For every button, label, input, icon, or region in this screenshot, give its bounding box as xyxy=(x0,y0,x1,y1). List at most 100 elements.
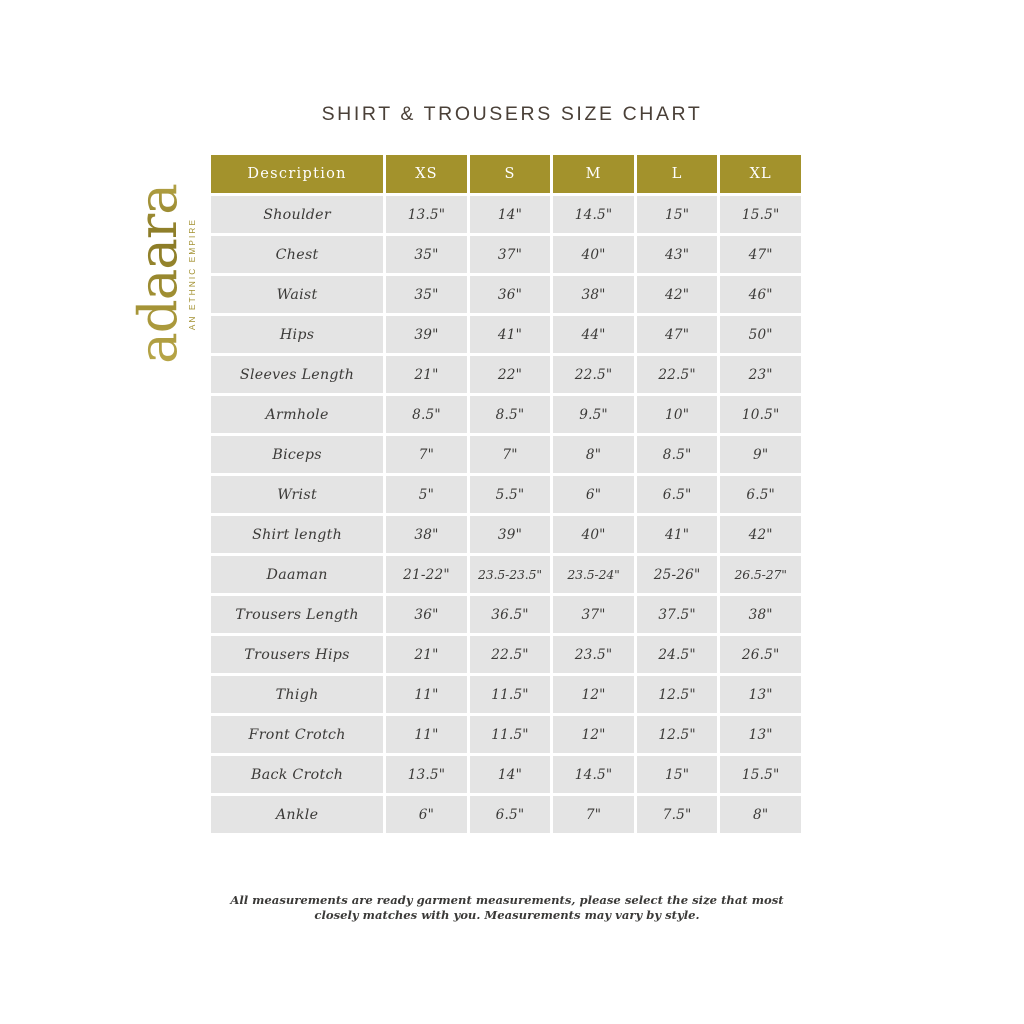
measurement-cell: 6" xyxy=(553,476,634,513)
measurement-cell: 11" xyxy=(386,676,467,713)
row-label: Chest xyxy=(211,236,384,273)
measurement-cell: 42" xyxy=(636,276,718,313)
row-label: Ankle xyxy=(211,796,384,833)
measurement-cell: 35" xyxy=(386,236,467,273)
table-row: Trousers Hips 21" 22.5" 23.5" 24.5" 26.5" xyxy=(211,636,801,673)
measurement-cell: 23.5" xyxy=(553,636,634,673)
size-chart-table: Description XS S M L XL Shoulder 13.5" 14"… xyxy=(208,152,804,836)
measurement-cell: 40" xyxy=(553,516,634,553)
measurement-cell: 14.5" xyxy=(553,756,634,793)
header-row: Description XS S M L XL xyxy=(211,155,801,193)
measurement-cell: 7" xyxy=(386,436,467,473)
measurement-cell: 12" xyxy=(553,676,634,713)
table-row: Back Crotch 13.5" 14" 14.5" 15" 15.5" xyxy=(211,756,801,793)
measurement-cell: 39" xyxy=(386,316,467,353)
measurement-cell: 15.5" xyxy=(720,756,801,793)
measurement-cell: 13" xyxy=(720,716,801,753)
measurement-cell: 5.5" xyxy=(469,476,551,513)
row-label: Trousers Length xyxy=(211,596,384,633)
brand-logo: adaara AN ETHNIC EMPIRE xyxy=(128,168,208,380)
measurement-cell: 12.5" xyxy=(636,716,718,753)
measurement-cell: 41" xyxy=(636,516,718,553)
measurement-cell: 22.5" xyxy=(636,356,718,393)
column-header-description: Description xyxy=(211,155,384,193)
page-title: SHIRT & TROUSERS SIZE CHART xyxy=(321,103,703,125)
table-row: Wrist 5" 5.5" 6" 6.5" 6.5" xyxy=(211,476,801,513)
measurement-cell: 6.5" xyxy=(636,476,718,513)
brand-logo-rotated: adaara AN ETHNIC EMPIRE xyxy=(128,168,208,380)
row-label: Shirt length xyxy=(211,516,384,553)
measurement-cell: 7" xyxy=(469,436,551,473)
measurement-cell: 46" xyxy=(720,276,801,313)
measurement-cell: 8" xyxy=(553,436,634,473)
measurement-cell: 23" xyxy=(720,356,801,393)
table-row: Thigh 11" 11.5" 12" 12.5" 13" xyxy=(211,676,801,713)
measurement-cell: 7" xyxy=(553,796,634,833)
measurement-cell: 22" xyxy=(469,356,551,393)
measurement-cell: 9.5" xyxy=(553,396,634,433)
measurement-cell: 37" xyxy=(553,596,634,633)
measurement-cell: 25-26" xyxy=(636,556,718,593)
row-label: Hips xyxy=(211,316,384,353)
measurement-cell: 13.5" xyxy=(386,756,467,793)
column-header-s: S xyxy=(469,155,551,193)
measurement-cell: 26.5-27" xyxy=(720,556,801,593)
measurement-cell: 47" xyxy=(720,236,801,273)
measurement-cell: 10" xyxy=(636,396,718,433)
table-row: Biceps 7" 7" 8" 8.5" 9" xyxy=(211,436,801,473)
measurement-cell: 38" xyxy=(386,516,467,553)
row-label: Shoulder xyxy=(211,196,384,233)
measurement-cell: 6.5" xyxy=(469,796,551,833)
row-label: Wrist xyxy=(211,476,384,513)
measurement-cell: 36" xyxy=(469,276,551,313)
measurement-cell: 12.5" xyxy=(636,676,718,713)
row-label: Armhole xyxy=(211,396,384,433)
column-header-xs: XS xyxy=(386,155,467,193)
column-header-m: M xyxy=(553,155,634,193)
table-row: Trousers Length 36" 36.5" 37" 37.5" 38" xyxy=(211,596,801,633)
row-label: Back Crotch xyxy=(211,756,384,793)
measurement-cell: 8" xyxy=(720,796,801,833)
table-body: Shoulder 13.5" 14" 14.5" 15" 15.5" Chest 35" 37"… xyxy=(211,196,801,833)
measurement-cell: 21" xyxy=(386,636,467,673)
measurement-cell: 40" xyxy=(553,236,634,273)
row-label: Waist xyxy=(211,276,384,313)
measurement-cell: 12" xyxy=(553,716,634,753)
measurement-cell: 5" xyxy=(386,476,467,513)
measurement-cell: 43" xyxy=(636,236,718,273)
measurement-cell: 13.5" xyxy=(386,196,467,233)
measurement-cell: 35" xyxy=(386,276,467,313)
measurement-cell: 22.5" xyxy=(469,636,551,673)
table-row: Armhole 8.5" 8.5" 9.5" 10" 10.5" xyxy=(211,396,801,433)
measurement-cell: 36.5" xyxy=(469,596,551,633)
measurement-cell: 38" xyxy=(720,596,801,633)
measurement-cell: 8.5" xyxy=(469,396,551,433)
table-row: Sleeves Length 21" 22" 22.5" 22.5" 23" xyxy=(211,356,801,393)
measurement-cell: 47" xyxy=(636,316,718,353)
table-row: Shirt length 38" 39" 40" 41" 42" xyxy=(211,516,801,553)
row-label: Front Crotch xyxy=(211,716,384,753)
measurement-cell: 36" xyxy=(386,596,467,633)
measurement-cell: 22.5" xyxy=(553,356,634,393)
table-row: Shoulder 13.5" 14" 14.5" 15" 15.5" xyxy=(211,196,801,233)
measurement-cell: 23.5-24" xyxy=(553,556,634,593)
table-row: Chest 35" 37" 40" 43" 47" xyxy=(211,236,801,273)
row-label: Biceps xyxy=(211,436,384,473)
measurement-cell: 39" xyxy=(469,516,551,553)
brand-name: adaara xyxy=(128,184,189,364)
row-label: Daaman xyxy=(211,556,384,593)
measurement-cell: 23.5-23.5" xyxy=(469,556,551,593)
table-row: Waist 35" 36" 38" 42" 46" xyxy=(211,276,801,313)
measurement-cell: 50" xyxy=(720,316,801,353)
measurement-cell: 41" xyxy=(469,316,551,353)
measurement-cell: 6" xyxy=(386,796,467,833)
measurement-cell: 11" xyxy=(386,716,467,753)
measurement-cell: 37.5" xyxy=(636,596,718,633)
row-label: Trousers Hips xyxy=(211,636,384,673)
row-label: Sleeves Length xyxy=(211,356,384,393)
measurement-cell: 14" xyxy=(469,196,551,233)
measurement-cell: 15" xyxy=(636,756,718,793)
measurement-cell: 10.5" xyxy=(720,396,801,433)
measurement-cell: 6.5" xyxy=(720,476,801,513)
